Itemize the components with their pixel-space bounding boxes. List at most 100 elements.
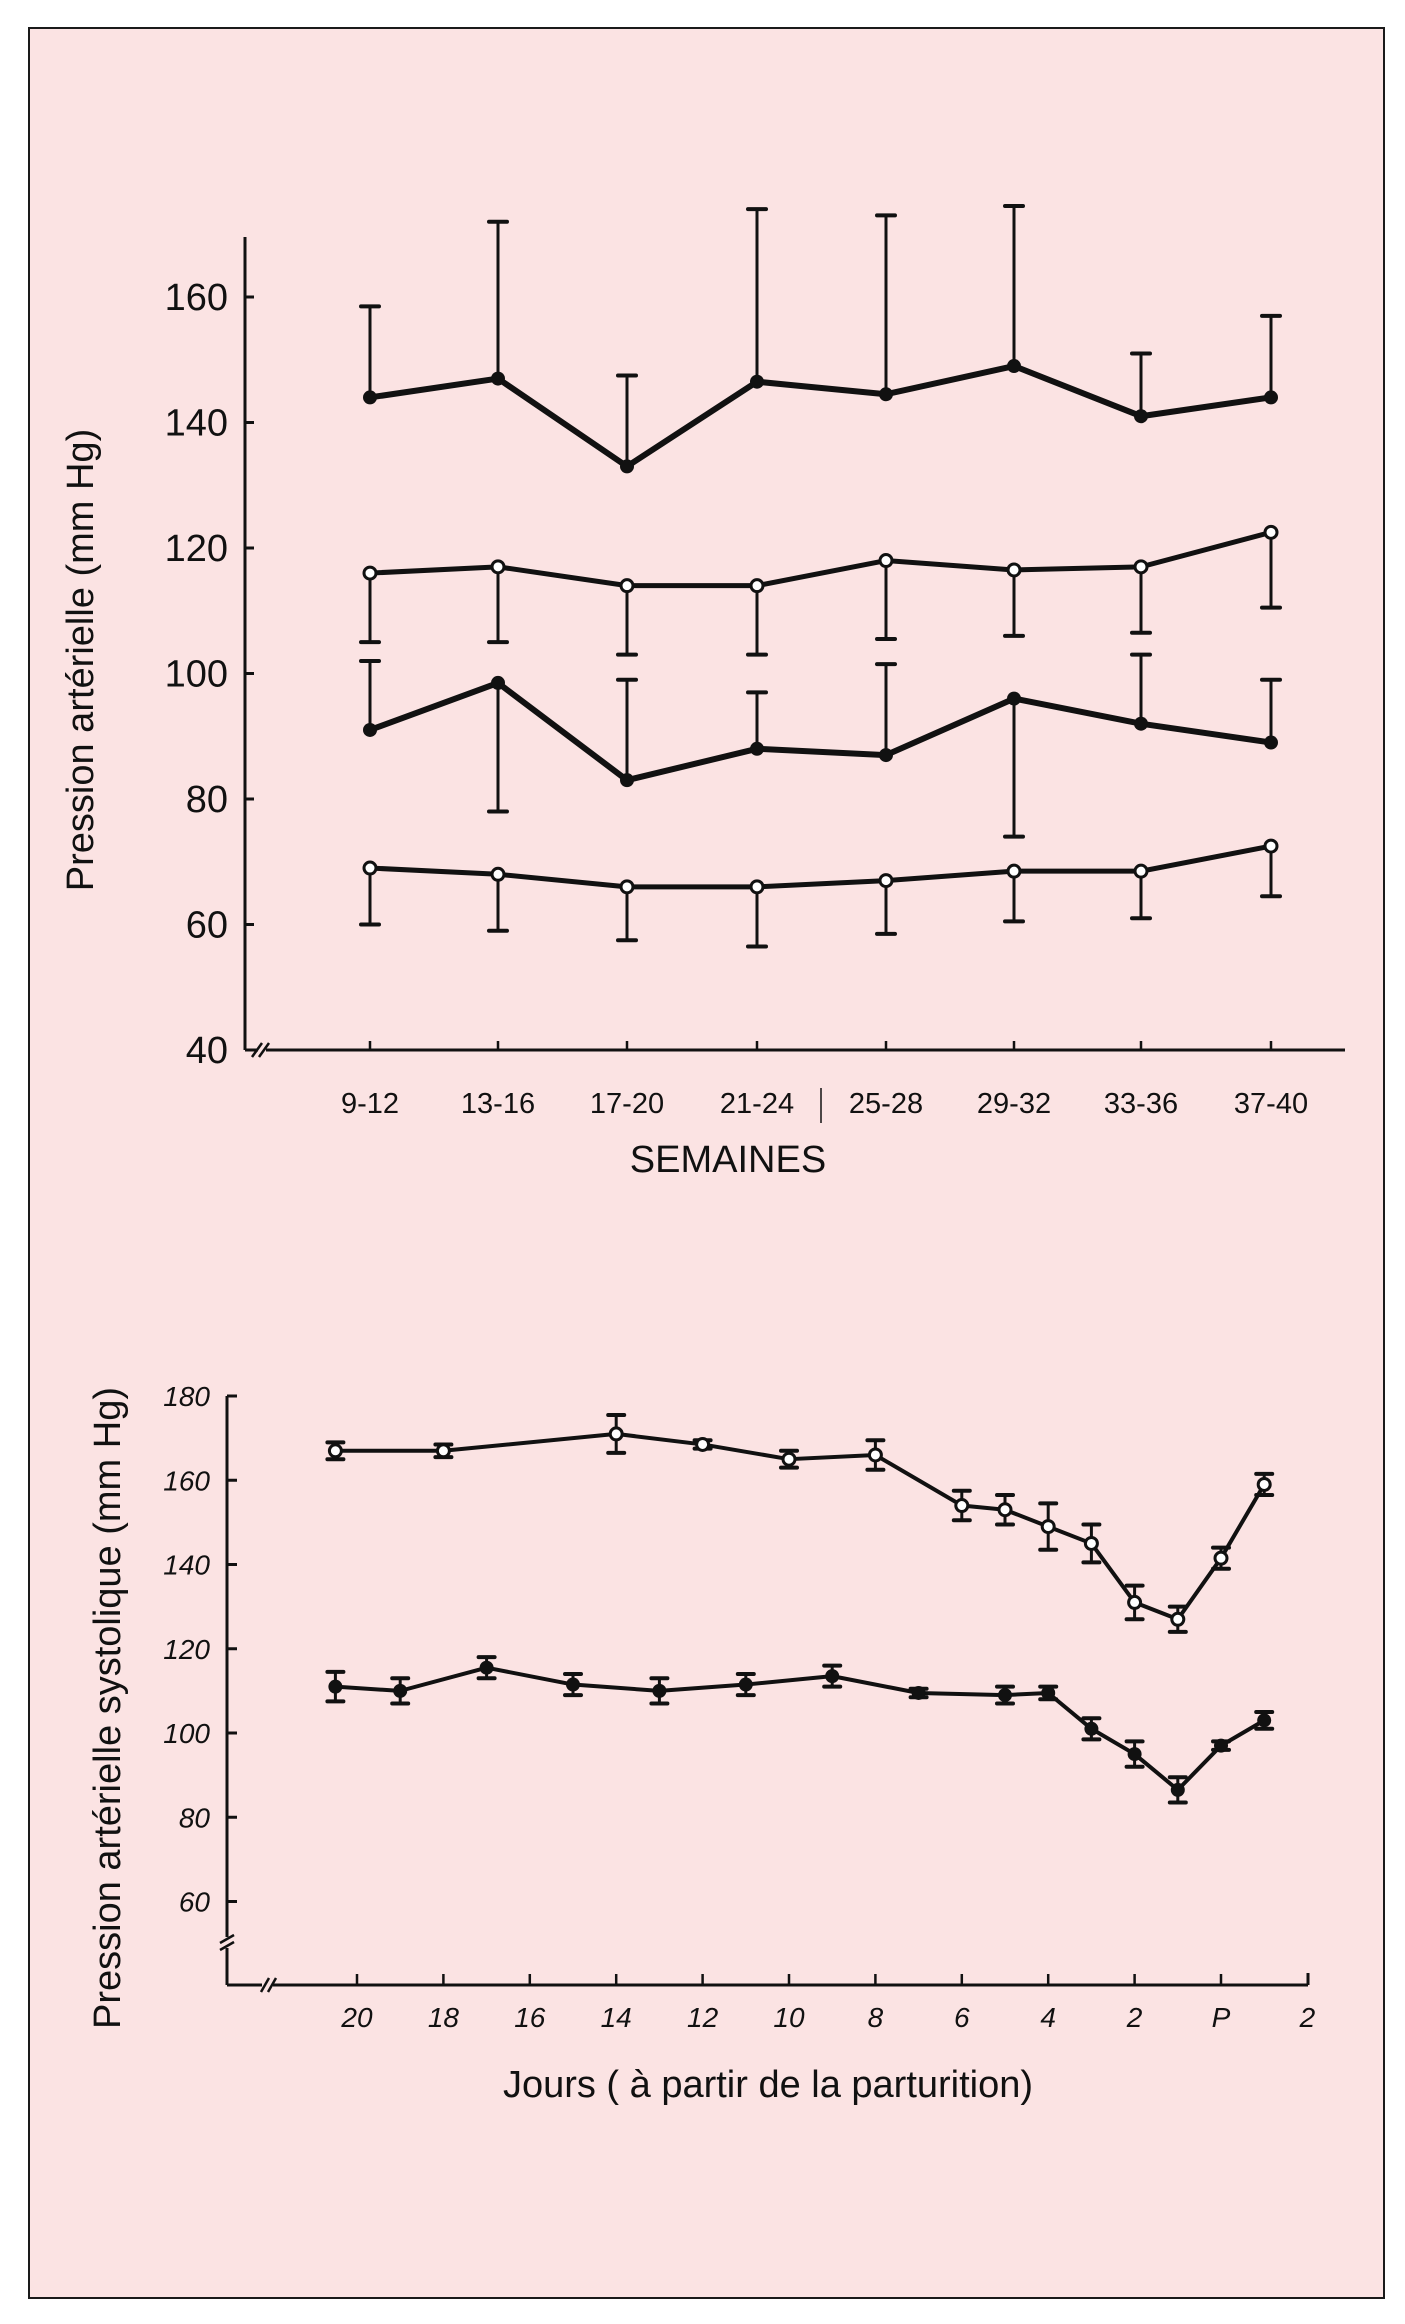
data-point-filled — [1257, 1713, 1272, 1728]
data-point-open — [435, 1443, 451, 1459]
data-point-filled — [750, 374, 764, 389]
bottom-axes — [219, 1394, 1310, 1993]
data-point-filled — [825, 1669, 840, 1684]
data-point-open — [1006, 863, 1022, 879]
data-point-open — [1133, 559, 1149, 575]
figure-frame — [28, 27, 1385, 2299]
bottom-y-axis-break-mark — [219, 1940, 235, 1952]
data-point-filled — [1134, 409, 1148, 424]
data-point-filled — [1214, 1738, 1228, 1753]
bottom-x-tick-label: 2 — [1126, 2002, 1143, 2033]
bottom-y-tick-label: 60 — [179, 1887, 211, 1918]
bottom-series-1 — [325, 1655, 1275, 1805]
series-line — [369, 529, 1272, 589]
data-point-filled — [911, 1685, 926, 1700]
top-series-2 — [359, 652, 1282, 839]
top-x-ticks: 9-12 13-16 17-20 21-24 25-28 29-32 33-36 37-40 — [341, 1041, 1308, 1123]
bottom-y-axis-break-mark — [219, 1933, 235, 1945]
series-line — [335, 1665, 1266, 1792]
data-point-open — [1213, 1550, 1229, 1566]
data-point-open — [997, 1502, 1013, 1518]
top-x-axis-break-mark — [250, 1042, 264, 1058]
data-point-open — [878, 553, 894, 569]
data-point-open — [619, 879, 635, 895]
data-point-filled — [1170, 1782, 1185, 1797]
top-series-3 — [359, 838, 1282, 949]
data-point-open — [327, 1443, 343, 1459]
data-point-filled — [738, 1677, 753, 1692]
bottom-series-0 — [325, 1412, 1275, 1634]
top-x-axis-label: SEMAINES — [630, 1139, 826, 1181]
data-point-open — [1263, 524, 1279, 540]
data-point-filled — [491, 675, 505, 690]
bottom-x-tick-label: 14 — [601, 2002, 632, 2033]
data-point-filled — [363, 722, 377, 737]
top-x-tick-label: 29-32 — [977, 1088, 1051, 1120]
top-chart: 40 60 80 100 120 140 160 9-12 13-16 17-20 21-24 25… — [60, 204, 1345, 1181]
bottom-x-axis-label: Jours ( à partir de la parturition) — [503, 2064, 1033, 2106]
bottom-x-tick-label: 12 — [687, 2002, 719, 2033]
top-y-ticks: 40 60 80 100 120 140 160 — [165, 277, 254, 1072]
data-point-open — [878, 873, 894, 889]
top-x-tick-label: 25-28 — [849, 1088, 923, 1120]
data-point-open — [1170, 1611, 1186, 1627]
bottom-x-tick-label: 8 — [868, 2002, 884, 2033]
top-x-tick-label: 37-40 — [1234, 1088, 1308, 1120]
top-y-tick-label: 100 — [165, 654, 228, 696]
top-y-tick-label: 140 — [165, 403, 228, 445]
data-point-filled — [620, 459, 634, 474]
data-point-open — [1133, 863, 1149, 879]
data-point-open — [608, 1426, 624, 1442]
top-y-tick-label: 120 — [165, 528, 228, 570]
top-x-tick-label: 21-24 — [720, 1088, 794, 1120]
data-point-filled — [1041, 1685, 1056, 1700]
data-point-filled — [750, 741, 764, 756]
bottom-x-tick-label: 2 — [1299, 2002, 1316, 2033]
top-y-axis-label: Pression artérielle (mm Hg) — [60, 429, 102, 891]
top-y-tick-label: 40 — [186, 1030, 228, 1072]
top-y-tick-label: 60 — [186, 905, 228, 947]
data-point-open — [867, 1447, 883, 1463]
top-series-1 — [359, 524, 1282, 657]
data-point-filled — [1084, 1721, 1099, 1736]
bottom-x-tick-label: 20 — [340, 2002, 373, 2033]
top-series-0 — [359, 204, 1282, 474]
bottom-y-tick-label: 140 — [163, 1550, 210, 1581]
top-x-tick-label: 9-12 — [341, 1088, 399, 1120]
bottom-x-axis-break-mark — [259, 1977, 271, 1993]
data-point-filled — [620, 773, 634, 788]
bottom-x-tick-label: 4 — [1040, 2002, 1056, 2033]
data-point-open — [749, 578, 765, 594]
bottom-y-tick-label: 80 — [179, 1802, 211, 1833]
top-y-tick-label: 160 — [165, 277, 228, 319]
data-point-filled — [363, 390, 377, 405]
bottom-chart: 60 80 100 120 140 160 180 20 18 16 14 12 10 8 6 4 2 P 2 P… — [87, 1381, 1316, 2106]
series-line — [369, 363, 1272, 470]
bottom-x-tick-label: 18 — [428, 2002, 460, 2033]
top-axes — [243, 237, 1345, 1058]
bottom-y-tick-label: 100 — [163, 1718, 210, 1749]
top-x-axis-break-mark — [257, 1042, 271, 1058]
top-x-tick-label: 33-36 — [1104, 1088, 1178, 1120]
data-point-filled — [879, 748, 893, 763]
bottom-x-tick-label: P — [1212, 2002, 1231, 2033]
data-point-open — [1127, 1594, 1143, 1610]
data-point-open — [954, 1498, 970, 1514]
bottom-x-tick-label: 6 — [954, 2002, 970, 2033]
data-point-open — [619, 578, 635, 594]
data-point-open — [695, 1436, 711, 1452]
data-point-open — [749, 879, 765, 895]
data-point-open — [1083, 1535, 1099, 1551]
top-x-tick-label: 17-20 — [590, 1088, 664, 1120]
data-point-filled — [1264, 735, 1278, 750]
series-line — [335, 1431, 1266, 1622]
bottom-y-ticks: 60 80 100 120 140 160 180 — [163, 1381, 237, 1918]
data-point-filled — [1007, 359, 1021, 374]
data-point-filled — [479, 1660, 494, 1675]
bottom-x-tick-label: 16 — [514, 2002, 546, 2033]
data-point-filled — [879, 387, 893, 402]
top-y-tick-label: 80 — [186, 779, 228, 821]
data-point-filled — [393, 1683, 408, 1698]
bottom-y-axis-label: Pression artérielle systolique (mm Hg) — [87, 1387, 129, 2029]
